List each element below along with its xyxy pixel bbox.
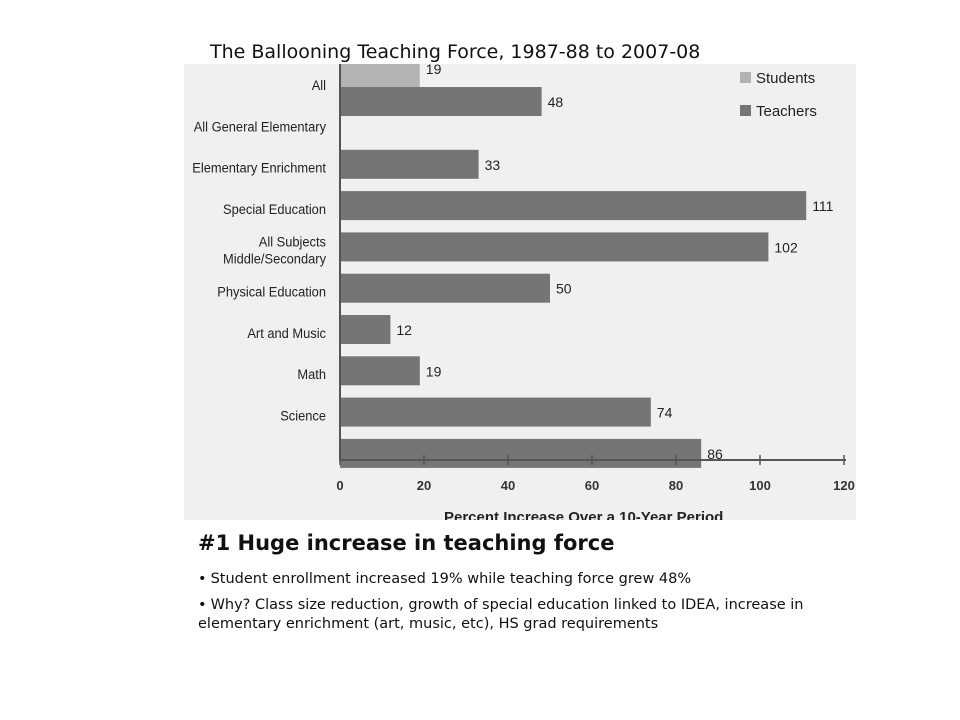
bullet-item: • Student enrollment increased 19% while …	[198, 570, 828, 589]
category-label: Math	[297, 367, 326, 383]
chart-panel: All All General Elementary Elementary Enri…	[184, 64, 856, 520]
data-label: 102	[774, 239, 798, 255]
bar-teachers	[340, 191, 807, 221]
legend-label: Teachers	[756, 103, 817, 120]
category-label: All General Elementary	[194, 119, 327, 135]
data-label: 19	[426, 363, 442, 379]
data-label: 74	[657, 405, 673, 421]
bullet-text: Student enrollment increased 19% while t…	[210, 571, 692, 587]
bullet-text: Why? Class size reduction, growth of spe…	[198, 597, 804, 632]
category-label: Middle/Secondary	[223, 251, 326, 267]
legend-swatch	[740, 105, 751, 116]
category-label: Physical Education	[217, 284, 326, 300]
bar-chart: All All General Elementary Elementary Enri…	[192, 64, 855, 520]
x-tick-label: 80	[669, 478, 683, 493]
slide-title: The Ballooning Teaching Force, 1987-88 t…	[210, 41, 701, 63]
bar-students	[340, 64, 420, 88]
category-label: Elementary Enrichment	[192, 160, 326, 176]
x-tick-label: 100	[749, 478, 771, 493]
bullet-dot: •	[198, 597, 207, 613]
x-tick-label: 20	[417, 478, 431, 493]
bar-teachers	[340, 315, 391, 344]
bullet-item: • Why? Class size reduction, growth of sp…	[198, 596, 828, 634]
bar-teachers	[340, 87, 542, 116]
category-label: Science	[280, 408, 326, 424]
bar-teachers	[340, 356, 420, 386]
x-tick-label: 0	[336, 478, 343, 493]
data-label: 86	[707, 446, 723, 462]
bar-teachers	[340, 273, 550, 303]
category-label: All	[312, 78, 326, 94]
data-label: 50	[556, 281, 572, 297]
category-label: Art and Music	[247, 325, 326, 341]
data-label: 12	[396, 322, 412, 338]
bar-teachers	[340, 149, 479, 179]
x-axis-title: Percent Increase Over a 10-Year Period	[444, 509, 723, 520]
data-label: 111	[812, 198, 833, 214]
data-label: 33	[485, 157, 501, 173]
x-tick-label: 40	[501, 478, 515, 493]
bar-teachers	[340, 232, 769, 262]
x-tick-label: 120	[833, 478, 855, 493]
category-label: Special Education	[223, 201, 326, 217]
x-tick-label: 60	[585, 478, 599, 493]
bar-teachers	[340, 438, 702, 468]
data-label: 48	[548, 94, 564, 110]
legend-label: Students	[756, 70, 815, 87]
legend-swatch	[740, 72, 751, 83]
bullet-dot: •	[198, 571, 207, 587]
data-label: 19	[426, 64, 442, 77]
category-label: All Subjects	[259, 234, 326, 250]
bar-teachers	[340, 397, 651, 427]
slide-heading: #1 Huge increase in teaching force	[198, 531, 615, 555]
bullet-list: • Student enrollment increased 19% while …	[198, 570, 828, 641]
